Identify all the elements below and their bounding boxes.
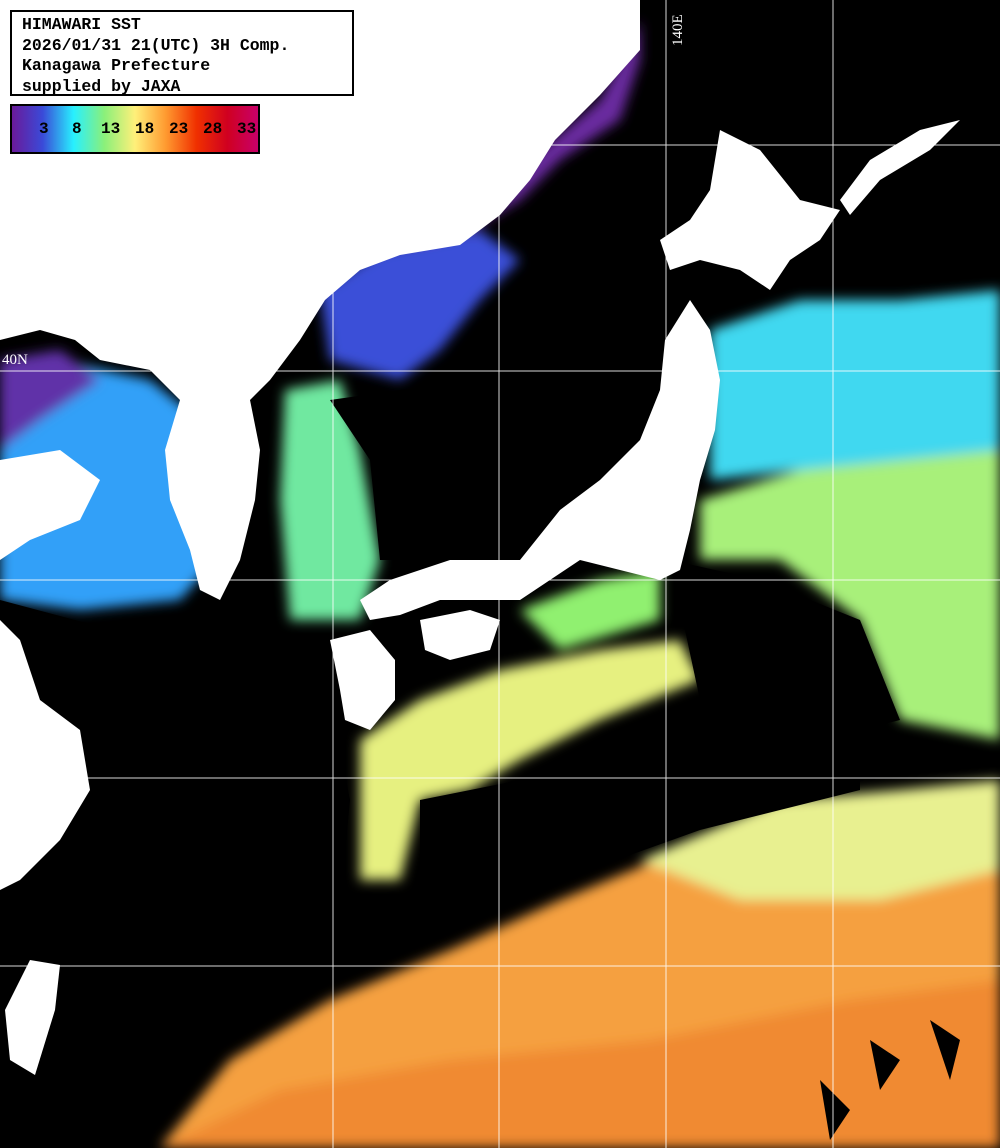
land-china-coast bbox=[0, 620, 90, 890]
land-kyushu bbox=[330, 630, 395, 730]
sst-patches bbox=[0, 20, 1000, 1148]
land-island-sado bbox=[400, 128, 428, 165]
sst-korea-east bbox=[280, 380, 380, 620]
legend-tick-label: 23 bbox=[169, 120, 189, 138]
legend-tick-label: 33 bbox=[237, 120, 257, 138]
title-box: HIMAWARI SST 2026/01/31 21(UTC) 3H Comp.… bbox=[10, 10, 354, 96]
sst-orange-deep bbox=[160, 980, 1000, 1148]
legend-tick-label: 8 bbox=[72, 120, 82, 138]
land-sakhalin-kurils bbox=[840, 120, 960, 215]
title-credit: supplied by JAXA bbox=[22, 76, 181, 96]
land-taiwan bbox=[5, 960, 60, 1075]
legend-tick-label: 28 bbox=[203, 120, 223, 138]
sst-yellow-sea bbox=[0, 360, 215, 610]
sst-east-green bbox=[700, 450, 1000, 740]
title-datetime: 2026/01/31 21(UTC) 3H Comp. bbox=[22, 35, 290, 55]
land-hokkaido bbox=[660, 130, 840, 290]
land-liaodong bbox=[0, 450, 100, 560]
color-scale-legend: 3 8 13 18 23 28 33 bbox=[10, 104, 260, 154]
land-honshu bbox=[360, 300, 720, 620]
sst-kuroshio bbox=[360, 640, 700, 880]
sst-bohai bbox=[0, 350, 100, 450]
lat-label-40n: 40N bbox=[2, 352, 28, 368]
title-product: HIMAWARI SST bbox=[22, 15, 141, 34]
sst-okhotsk bbox=[380, 20, 640, 250]
legend-tick-label: 3 bbox=[39, 120, 49, 138]
sst-nw-pacific-cyan bbox=[710, 290, 1000, 480]
sst-south-green bbox=[520, 570, 660, 650]
sst-seajapan-north bbox=[320, 230, 520, 380]
legend-tick-label: 18 bbox=[135, 120, 155, 138]
title-provider-org: Kanagawa Prefecture bbox=[22, 56, 211, 75]
sst-yellow-belt bbox=[640, 780, 1000, 900]
lat-label-30n: 30N bbox=[2, 759, 28, 775]
legend-tick-label: 13 bbox=[101, 120, 121, 138]
lon-label-140e: 140E bbox=[670, 14, 686, 46]
land-shikoku bbox=[420, 610, 500, 660]
